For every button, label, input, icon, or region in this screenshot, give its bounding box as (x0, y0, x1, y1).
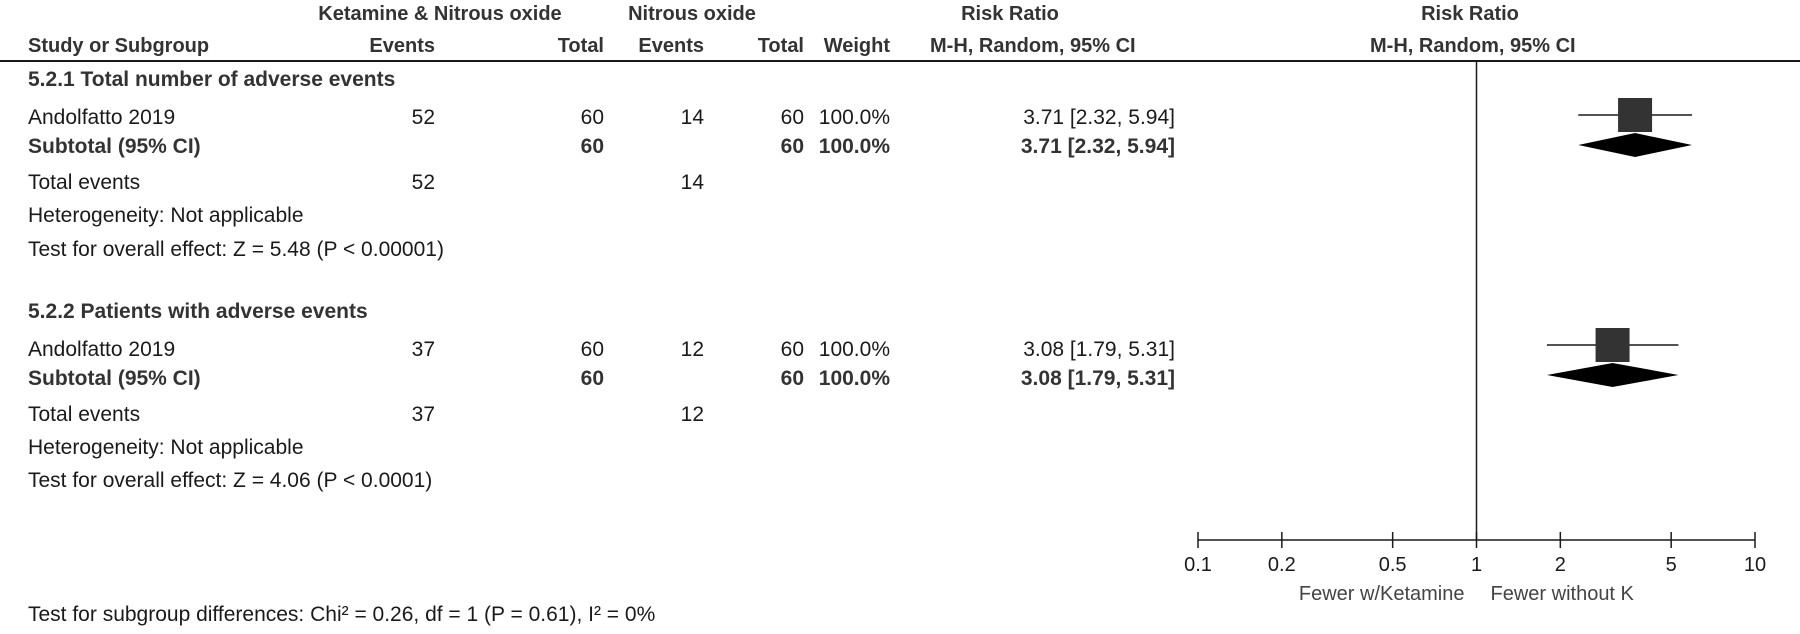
total2-header: Total (757, 35, 804, 57)
study-weight: 100.0% (818, 338, 890, 361)
subtotal-diamond (1578, 133, 1692, 157)
subtotal-label: Subtotal (95% CI) (28, 135, 201, 158)
x-tick-label: 2 (1555, 554, 1566, 576)
subtotal-rr-value: 3.71 (1020, 135, 1062, 158)
subgroup-2-title: 5.2.2 Patients with adverse events (28, 300, 368, 323)
subtotal-total2: 60 (780, 367, 804, 390)
subtotal-weight: 100.0% (818, 135, 890, 158)
group1-header: Ketamine & Nitrous oxide (318, 3, 562, 25)
subtotal-label: Subtotal (95% CI) (28, 367, 201, 390)
subgroup-differences-text: Test for subgroup differences: Chi² = 0.… (28, 603, 656, 626)
events2-header: Events (638, 35, 704, 57)
study-risk-ratio: 3.08 [1.79, 5.31] (1023, 338, 1175, 361)
study-total2: 60 (780, 106, 804, 129)
study-events2: 12 (680, 338, 704, 361)
study-risk-ratio: 3.71 [2.32, 5.94] (1023, 106, 1175, 129)
study-events1: 37 (411, 338, 435, 361)
subtotal-rr-value: 3.08 (1020, 367, 1062, 390)
total-events1: 52 (411, 171, 435, 194)
subtotal-total1: 60 (580, 135, 604, 158)
subtotal-total1: 60 (580, 367, 604, 390)
method-header: M-H, Random, 95% CI (930, 35, 1136, 57)
overall-effect-text: Test for overall effect: Z = 4.06 (P < 0… (28, 469, 433, 492)
study-column-header: Study or Subgroup (28, 35, 210, 57)
x-tick-label: 0.1 (1184, 554, 1212, 576)
subtotal-risk-ratio: 3.08 [1.79, 5.31] (930, 368, 1175, 389)
x-tick-label: 10 (1744, 554, 1766, 576)
x-tick-label: 5 (1666, 554, 1677, 576)
subtotal-risk-ratio: 3.71 [2.32, 5.94] (930, 136, 1175, 157)
x-tick-label: 0.2 (1268, 554, 1296, 576)
study-total2: 60 (780, 338, 804, 361)
method-plot-header: M-H, Random, 95% CI (1370, 35, 1576, 57)
study-events2: 14 (680, 106, 704, 129)
study-events1: 52 (411, 106, 435, 129)
events1-header: Events (369, 35, 435, 57)
x-tick-label: 1 (1471, 554, 1482, 576)
direction-label-left: Fewer w/Ketamine (1299, 583, 1465, 605)
subtotal-weight: 100.0% (818, 367, 890, 390)
study-total1: 60 (580, 106, 604, 129)
total-events-label: Total events (28, 171, 141, 194)
total-events2: 12 (680, 403, 704, 426)
total-events-label: Total events (28, 403, 141, 426)
subtotal-rr-ci: [2.32, 5.94] (1067, 135, 1175, 158)
study-total1: 60 (580, 338, 604, 361)
total-events2: 14 (680, 171, 704, 194)
risk-ratio-header: Risk Ratio (961, 3, 1059, 25)
study-estimate-marker (1618, 98, 1653, 132)
direction-label-right: Fewer without K (1491, 583, 1635, 605)
total1-header: Total (557, 35, 604, 57)
risk-ratio-plot-header: Risk Ratio (1421, 3, 1519, 25)
study-weight: 100.0% (818, 106, 890, 129)
subtotal-total2: 60 (780, 135, 804, 158)
subtotal-rr-ci: [1.79, 5.31] (1067, 367, 1175, 390)
study-name: Andolfatto 2019 (28, 338, 176, 361)
subgroup-1-title: 5.2.1 Total number of adverse events (28, 68, 396, 91)
heterogeneity-text: Heterogeneity: Not applicable (28, 204, 304, 227)
heterogeneity-text: Heterogeneity: Not applicable (28, 436, 304, 459)
overall-effect-text: Test for overall effect: Z = 5.48 (P < 0… (28, 238, 444, 261)
group2-header: Nitrous oxide (628, 3, 756, 25)
subtotal-diamond (1546, 363, 1679, 387)
weight-header: Weight (823, 35, 890, 57)
study-estimate-marker (1595, 328, 1630, 362)
study-name: Andolfatto 2019 (28, 106, 176, 129)
x-tick-label: 0.5 (1379, 554, 1407, 576)
total-events1: 37 (411, 403, 435, 426)
